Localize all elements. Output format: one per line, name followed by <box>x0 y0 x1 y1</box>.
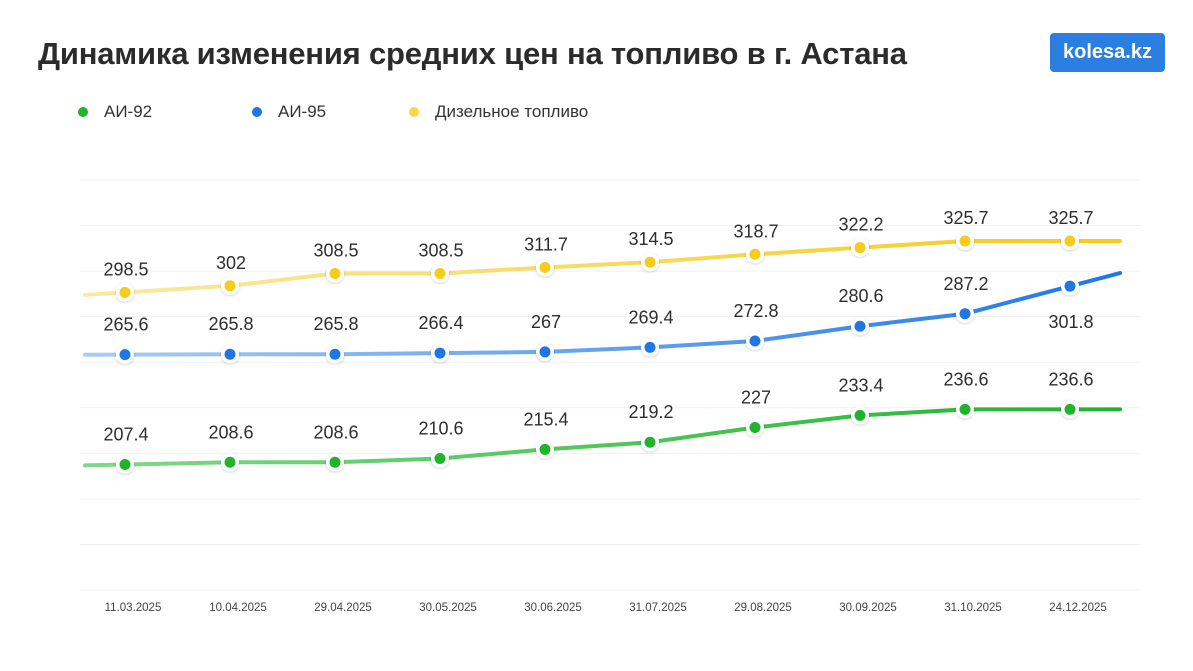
legend-item-ai92: АИ-92 <box>78 102 152 122</box>
legend-item-diesel: Дизельное топливо <box>409 102 588 122</box>
x-tick-label: 31.10.2025 <box>944 602 1002 614</box>
data-label: 272.8 <box>733 301 778 321</box>
data-point <box>959 308 971 320</box>
data-point <box>644 341 656 353</box>
series-line-2 <box>83 239 1122 297</box>
data-label: 298.5 <box>103 259 148 279</box>
data-label: 280.6 <box>838 286 883 306</box>
x-tick-label: 30.09.2025 <box>839 602 897 614</box>
data-label: 210.6 <box>418 418 463 438</box>
data-point <box>539 346 551 358</box>
x-tick-label: 24.12.2025 <box>1049 602 1107 614</box>
legend-label: Дизельное топливо <box>435 102 589 121</box>
kolesa-logo[interactable]: kolesa.kz <box>1050 33 1165 72</box>
data-point <box>329 348 341 360</box>
data-point <box>224 456 236 468</box>
data-label: 325.7 <box>1048 208 1093 228</box>
data-label: 208.6 <box>313 422 358 442</box>
series-line-0 <box>83 407 1122 468</box>
x-tick-label: 29.08.2025 <box>734 602 792 614</box>
data-point <box>434 268 446 280</box>
data-label: 265.8 <box>313 314 358 334</box>
x-tick-label: 29.04.2025 <box>314 602 372 614</box>
legend-marker-icon <box>252 107 262 117</box>
data-point <box>1064 280 1076 292</box>
data-point <box>749 248 761 260</box>
data-point <box>1064 235 1076 247</box>
data-label: 219.2 <box>628 402 673 422</box>
data-point <box>119 459 131 471</box>
x-tick-label: 31.07.2025 <box>629 602 687 614</box>
data-label: 265.6 <box>103 315 148 335</box>
legend-label: АИ-95 <box>278 102 327 121</box>
data-label: 325.7 <box>943 208 988 228</box>
data-label: 269.4 <box>628 307 673 327</box>
legend-marker-icon <box>78 107 88 117</box>
data-point <box>119 349 131 361</box>
legend-label: АИ-92 <box>104 102 153 121</box>
data-label: 208.6 <box>208 422 253 442</box>
data-point <box>854 320 866 332</box>
data-point <box>539 261 551 273</box>
data-label: 308.5 <box>313 241 358 261</box>
x-tick-label: 30.05.2025 <box>419 602 477 614</box>
data-label: 236.6 <box>943 369 988 389</box>
x-tick-label: 30.06.2025 <box>524 602 582 614</box>
data-label: 302 <box>216 253 246 273</box>
data-label: 266.4 <box>418 313 463 333</box>
data-point <box>119 286 131 298</box>
data-point <box>959 235 971 247</box>
data-label: 318.7 <box>733 221 778 241</box>
data-point <box>749 422 761 434</box>
data-label: 267 <box>531 312 561 332</box>
legend: АИ-92 АИ-95 Дизельное топливо <box>0 102 1193 126</box>
data-point <box>854 242 866 254</box>
data-point <box>644 436 656 448</box>
data-point <box>539 443 551 455</box>
legend-item-ai95: АИ-95 <box>252 102 326 122</box>
legend-marker-icon <box>409 107 419 117</box>
x-tick-label: 11.03.2025 <box>105 602 162 614</box>
x-tick-label: 10.04.2025 <box>209 602 267 614</box>
data-label: 311.7 <box>524 234 568 254</box>
data-point <box>854 409 866 421</box>
data-label: 308.5 <box>418 241 463 261</box>
data-label: 207.4 <box>103 425 148 445</box>
data-label: 215.4 <box>523 409 568 429</box>
data-label: 265.8 <box>208 314 253 334</box>
data-label: 287.2 <box>943 274 988 294</box>
series-line-1 <box>83 271 1122 357</box>
data-label: 322.2 <box>838 215 883 235</box>
data-label: 301.8 <box>1048 312 1093 332</box>
data-label: 233.4 <box>838 375 883 395</box>
data-point <box>224 348 236 360</box>
chart-title: Динамика изменения средних цен на топлив… <box>38 36 907 71</box>
data-point <box>959 403 971 415</box>
data-point <box>329 456 341 468</box>
data-point <box>434 347 446 359</box>
data-label: 236.6 <box>1048 369 1093 389</box>
data-label: 227 <box>741 388 771 408</box>
data-point <box>434 452 446 464</box>
data-point <box>329 268 341 280</box>
data-point <box>1064 403 1076 415</box>
data-point <box>224 280 236 292</box>
data-label: 314.5 <box>628 229 673 249</box>
data-point <box>749 335 761 347</box>
data-point <box>644 256 656 268</box>
